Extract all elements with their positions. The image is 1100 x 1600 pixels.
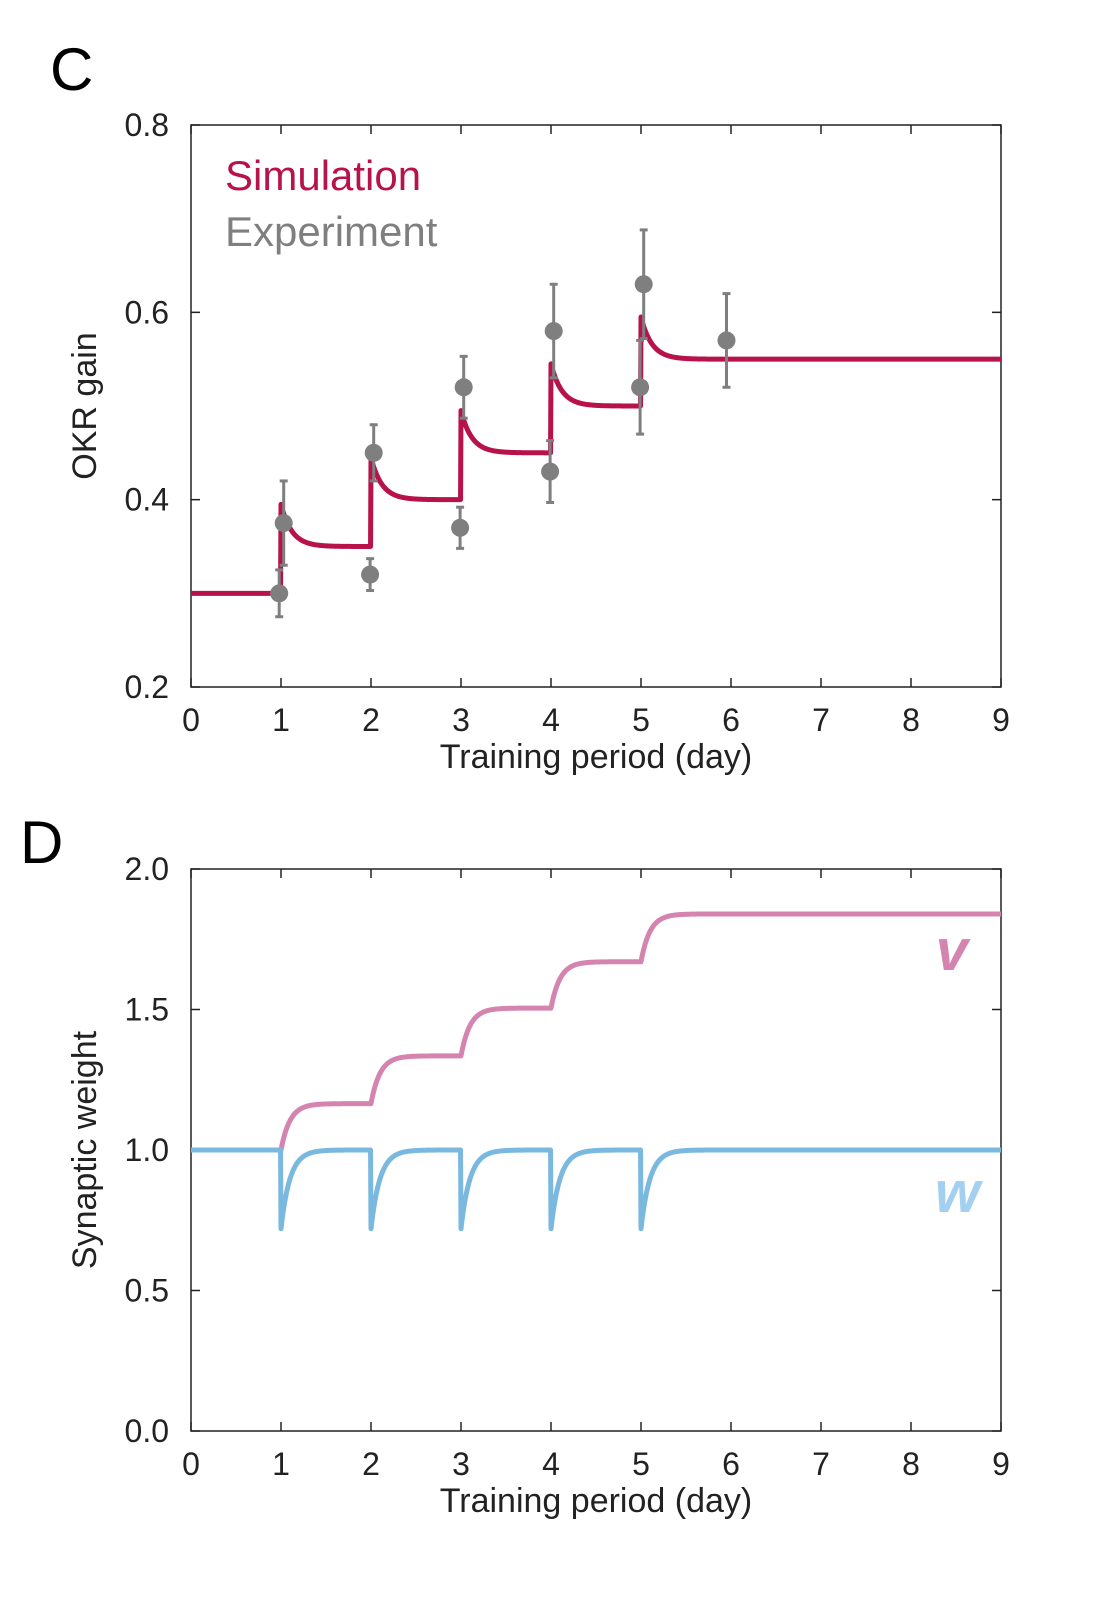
panel-d-y-tick-label: 1.5 <box>125 992 169 1028</box>
panel-c-frame <box>190 124 1002 688</box>
panel-d-x-tick-label: 2 <box>362 1446 380 1482</box>
experiment-point <box>631 378 650 397</box>
experiment-point <box>454 378 473 397</box>
panel-c-y-tick-label: 0.4 <box>125 482 169 518</box>
panel-c-x-tick-label: 3 <box>452 702 470 738</box>
panel-letter-c: C <box>50 36 93 103</box>
panel-c-x-tick-label: 0 <box>182 702 200 738</box>
panel-d-x-tick-label: 0 <box>182 1446 200 1482</box>
panel-d-x-tick-label: 9 <box>992 1446 1010 1482</box>
panel-c-x-axis-title: Training period (day) <box>440 738 752 776</box>
panel-c-y-tick-label: 0.2 <box>125 669 169 705</box>
panel-c-x-tick-label: 8 <box>902 702 920 738</box>
panel-c-x-tick-label: 1 <box>272 702 290 738</box>
experiment-point <box>541 462 560 481</box>
panel-d-series <box>188 911 1004 1232</box>
panel-d-x-tick-label: 3 <box>452 1446 470 1482</box>
v-line <box>188 911 1004 1153</box>
panel-c-x-tick-label: 7 <box>812 702 830 738</box>
panel-d-x-axis-title: Training period (day) <box>440 1482 752 1520</box>
panel-letter-d: D <box>20 809 63 876</box>
panel-d-x-tick-label: 6 <box>722 1446 740 1482</box>
panel-c-x-tick-label: 6 <box>722 702 740 738</box>
panel-c-x-tick-label: 4 <box>542 702 560 738</box>
panel-d: D 0 1 2 3 4 5 6 7 8 9 0.0 0.5 1.0 1.5 2.0 v w Training… <box>20 809 1010 1520</box>
panel-d-y-tick-label: 1.0 <box>125 1132 169 1168</box>
legend-simulation: Simulation <box>225 152 421 199</box>
experiment-point <box>544 322 563 341</box>
panel-d-x-tick-label: 5 <box>632 1446 650 1482</box>
experiment-point <box>364 443 383 462</box>
experiment-point <box>270 584 289 603</box>
experiment-point <box>361 565 380 584</box>
series-label-w: w <box>935 1160 984 1225</box>
panel-d-x-tick-label: 7 <box>812 1446 830 1482</box>
experiment-point <box>451 518 470 537</box>
panel-c-x-tick-label: 9 <box>992 702 1010 738</box>
experiment-point <box>717 331 736 350</box>
panel-c-x-tick-label: 2 <box>362 702 380 738</box>
panel-c-y-tick-label: 0.6 <box>125 294 169 330</box>
panel-d-x-tick-label: 4 <box>542 1446 560 1482</box>
panel-d-x-tick-label: 1 <box>272 1446 290 1482</box>
panel-d-x-tick-label: 8 <box>902 1446 920 1482</box>
w-line <box>188 1147 1004 1232</box>
experiment-point <box>274 514 293 533</box>
legend-experiment: Experiment <box>225 208 438 255</box>
panel-d-y-tick-label: 2.0 <box>125 851 169 887</box>
panel-c: C 0 1 2 3 4 5 6 7 8 9 0.2 0.4 0.6 0.8 Simulation Expe… <box>50 36 1010 776</box>
panel-c-y-tick-label: 0.8 <box>125 107 169 143</box>
panel-c-ticks: 0 1 2 3 4 5 6 7 8 9 0.2 0.4 0.6 0.8 <box>125 107 1010 738</box>
panel-d-y-tick-label: 0.0 <box>125 1413 169 1449</box>
panel-c-y-axis-title: OKR gain <box>66 332 104 479</box>
panel-c-series <box>188 228 1004 619</box>
series-label-v: v <box>936 918 971 983</box>
panel-d-y-axis-title: Synaptic weight <box>66 1030 104 1269</box>
experiment-point <box>634 275 653 294</box>
panel-d-ticks: 0 1 2 3 4 5 6 7 8 9 0.0 0.5 1.0 1.5 2.0 <box>125 851 1010 1482</box>
panel-c-x-tick-label: 5 <box>632 702 650 738</box>
panel-d-y-tick-label: 0.5 <box>125 1273 169 1309</box>
simulation-line <box>188 314 1004 596</box>
